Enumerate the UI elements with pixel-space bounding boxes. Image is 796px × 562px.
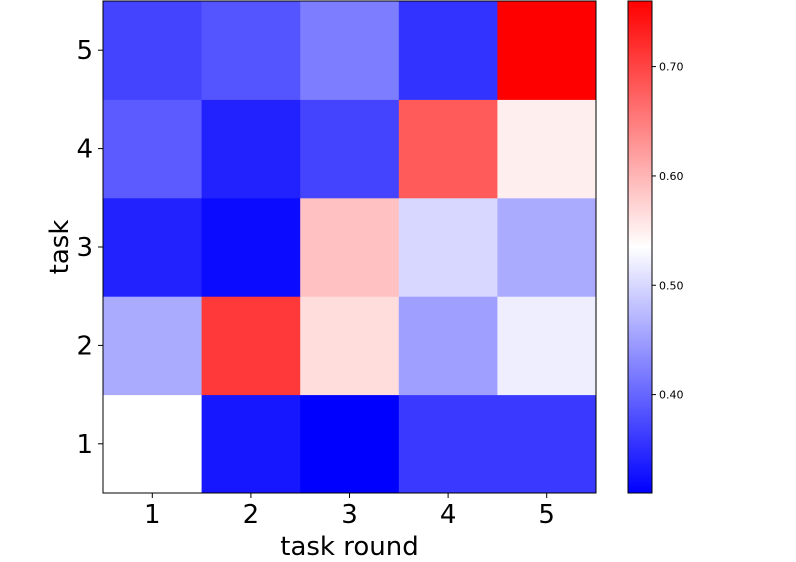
x-axis-ticks: 1 2 3 4 5 bbox=[144, 493, 555, 530]
heatmap-cell-task2-round1 bbox=[103, 296, 203, 396]
heatmap-cell-task5-round3 bbox=[300, 1, 400, 100]
heatmap-cell-task3-round1 bbox=[103, 197, 203, 297]
heatmap-cell-task5-round5 bbox=[497, 1, 597, 100]
heatmap-cell-task2-round3 bbox=[300, 296, 400, 396]
heatmap-cell-task4-round2 bbox=[201, 99, 301, 199]
heatmap-cell-task3-round3 bbox=[300, 197, 400, 297]
heatmap-cell-task1-round4 bbox=[398, 394, 498, 494]
x-tick-label: 4 bbox=[440, 500, 457, 530]
y-tick-label: 5 bbox=[76, 36, 93, 66]
heatmap-cell-task5-round4 bbox=[398, 1, 498, 100]
heatmap-cell-task3-round4 bbox=[398, 197, 498, 297]
heatmap-cell-task4-round4 bbox=[398, 99, 498, 199]
heatmap-cell-task5-round2 bbox=[201, 1, 301, 100]
colorbar-tick-label: 0.70 bbox=[659, 61, 684, 74]
x-tick-label: 1 bbox=[144, 500, 161, 530]
heatmap-cells bbox=[103, 1, 597, 494]
colorbar-ticks: 0.40 0.50 0.60 0.70 bbox=[652, 61, 684, 402]
y-axis-label: task bbox=[45, 220, 75, 275]
heatmap-cell-task4-round1 bbox=[103, 99, 203, 199]
y-axis-ticks: 1 2 3 4 5 bbox=[76, 36, 103, 460]
colorbar-tick-label: 0.40 bbox=[659, 389, 684, 402]
x-tick-label: 3 bbox=[341, 500, 358, 530]
x-tick-label: 2 bbox=[243, 500, 260, 530]
heatmap-cell-task2-round2 bbox=[201, 296, 301, 396]
y-tick-label: 3 bbox=[76, 233, 93, 263]
heatmap-cell-task3-round5 bbox=[497, 197, 597, 297]
x-axis-label: task round bbox=[280, 532, 418, 562]
y-tick-label: 2 bbox=[76, 331, 93, 361]
x-tick-label: 5 bbox=[538, 500, 555, 530]
heatmap-cell-task2-round5 bbox=[497, 296, 597, 396]
heatmap-cell-task3-round2 bbox=[201, 197, 301, 297]
heatmap-cell-task4-round5 bbox=[497, 99, 597, 199]
colorbar bbox=[627, 0, 653, 494]
heatmap-cell-task5-round1 bbox=[103, 1, 203, 100]
colorbar-tick-label: 0.50 bbox=[659, 279, 684, 292]
y-tick-label: 4 bbox=[76, 135, 93, 165]
colorbar-tick-label: 0.60 bbox=[659, 170, 684, 183]
heatmap-cell-task1-round1 bbox=[103, 394, 203, 494]
y-tick-label: 1 bbox=[76, 430, 93, 460]
heatmap-cell-task2-round4 bbox=[398, 296, 498, 396]
heatmap-cell-task4-round3 bbox=[300, 99, 400, 199]
heatmap-cell-task1-round2 bbox=[201, 394, 301, 494]
heatmap-cell-task1-round3 bbox=[300, 394, 400, 494]
heatmap-cell-task1-round5 bbox=[497, 394, 597, 494]
